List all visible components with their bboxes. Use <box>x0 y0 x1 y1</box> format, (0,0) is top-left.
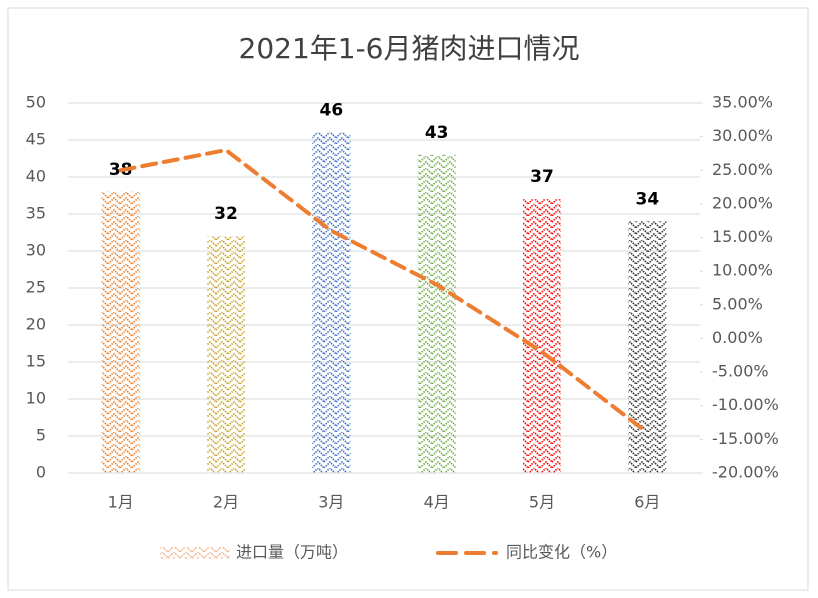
y-tick-label: 5 <box>36 426 46 445</box>
y2-tick-label: 15.00% <box>712 227 773 246</box>
y-tick-label: 0 <box>36 463 46 482</box>
x-tick-label: 5月 <box>529 493 555 512</box>
bar <box>207 236 245 473</box>
y-tick-label: 15 <box>26 352 46 371</box>
x-tick-label: 3月 <box>318 493 344 512</box>
y-tick-label: 30 <box>26 241 46 260</box>
y2-tick-label: 30.00% <box>712 126 773 145</box>
y-tick-label: 50 <box>26 93 46 112</box>
y-tick-label: 10 <box>26 389 46 408</box>
y-tick-label: 40 <box>26 167 46 186</box>
data-label: 43 <box>425 123 449 143</box>
y2-tick-label: -20.00% <box>712 463 779 482</box>
bar <box>312 132 351 473</box>
data-label: 32 <box>214 204 238 224</box>
x-tick-label: 6月 <box>634 493 660 512</box>
line <box>118 147 650 435</box>
legend-swatch <box>160 547 230 559</box>
legend-label: 同比变化（%） <box>506 543 617 562</box>
y-tick-label: 35 <box>26 204 46 223</box>
bar <box>417 154 456 474</box>
bar <box>628 221 667 473</box>
chart-title: 2021年1-6月猪肉进口情况 <box>239 32 580 65</box>
y2-tick-label: 35.00% <box>712 93 773 112</box>
data-label: 37 <box>530 167 554 187</box>
bar <box>523 199 561 473</box>
y2-tick-label: 25.00% <box>712 160 773 179</box>
y2-tick-label: 0.00% <box>712 328 763 347</box>
x-tick-label: 2月 <box>213 493 239 512</box>
x-tick-label: 4月 <box>424 493 450 512</box>
bar <box>101 191 140 474</box>
data-label: 34 <box>635 189 659 209</box>
y2-tick-label: -5.00% <box>712 362 769 381</box>
y2-tick-label: 20.00% <box>712 193 773 212</box>
data-label: 46 <box>319 101 343 121</box>
legend-label: 进口量（万吨） <box>236 543 348 562</box>
y2-tick-label: 5.00% <box>712 294 763 313</box>
y2-tick-label: -10.00% <box>712 395 779 414</box>
y-tick-label: 25 <box>26 278 46 297</box>
y-tick-label: 45 <box>26 130 46 149</box>
y-tick-label: 20 <box>26 315 46 334</box>
chart-border <box>7 7 809 591</box>
y2-tick-label: -15.00% <box>712 429 779 448</box>
y2-tick-label: 10.00% <box>712 261 773 280</box>
x-tick-label: 1月 <box>108 493 134 512</box>
